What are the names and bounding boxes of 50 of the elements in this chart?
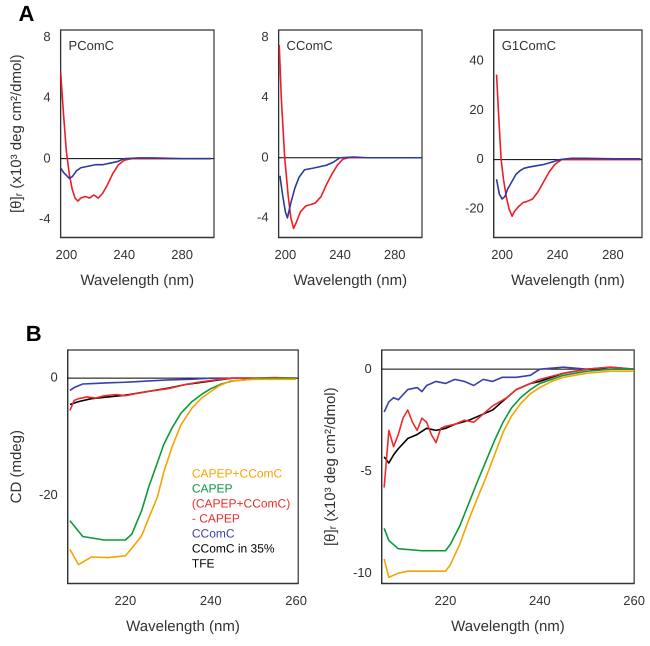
x-axis-title: Wavelength (nm)	[126, 618, 240, 636]
y-tick-label: -4	[256, 209, 269, 224]
x-tick-label: 260	[285, 592, 307, 608]
text: CComC	[192, 526, 235, 541]
x-tick-label: 220	[434, 592, 456, 608]
text: B	[26, 321, 42, 346]
x-tick-label: 280	[384, 246, 406, 262]
y-tick-label: -20	[464, 200, 484, 216]
y-tick-label: 4	[43, 90, 51, 105]
text: CComC	[286, 38, 333, 54]
y-tick-label: 0	[43, 150, 51, 166]
x-axis-title: Wavelength (nm)	[511, 272, 625, 290]
text: (CAPEP+CComC) - CAPEP	[192, 496, 290, 526]
y-tick-label: 0	[364, 360, 372, 376]
x-axis-title: Wavelength (nm)	[451, 618, 565, 636]
x-tick-label: 240	[113, 246, 136, 262]
x-tick-label: 280	[171, 246, 194, 262]
text: CComC in 35% TFE	[192, 542, 275, 571]
y-tick-label: 4	[261, 89, 269, 104]
text: PComC	[68, 38, 114, 54]
text: CAPEP+CComC	[192, 466, 283, 481]
y-axis-title: CD (mdeg)	[8, 430, 26, 504]
y-tick-label: 0	[476, 151, 484, 166]
x-tick-label: 200	[56, 246, 78, 262]
x-tick-label: 240	[546, 246, 568, 262]
x-tick-label: 260	[623, 592, 646, 608]
y-tick-label: 0	[50, 370, 58, 385]
x-tick-label: 220	[114, 592, 136, 608]
y-tick-label: 40	[469, 52, 484, 68]
x-axis-title: Wavelength (nm)	[293, 272, 408, 290]
x-tick-label: 200	[491, 246, 513, 262]
y-axis-title: [θ]ᵣ (x10³ deg cm²/dmol)	[322, 387, 340, 546]
y-tick-label: -4	[38, 210, 51, 226]
y-tick-label: -20	[38, 487, 58, 502]
x-axis-title: Wavelength (nm)	[80, 272, 194, 290]
x-tick-label: 240	[528, 592, 551, 608]
y-tick-label: 20	[469, 102, 484, 117]
text: A	[18, 1, 35, 26]
y-tick-label: 0	[261, 149, 269, 164]
x-tick-label: 200	[274, 246, 296, 262]
y-tick-label: -5	[360, 462, 372, 478]
y-axis-title: [θ]ᵣ (x10³ deg cm²/dmol)	[8, 54, 26, 214]
text: CAPEP	[192, 482, 233, 496]
x-tick-label: 240	[200, 592, 222, 608]
x-tick-label: 240	[329, 246, 351, 262]
x-tick-label: 280	[602, 246, 624, 262]
y-tick-label: 8	[261, 29, 269, 44]
text: G1ComC	[502, 38, 556, 54]
y-tick-label: -10	[352, 564, 372, 580]
y-tick-label: 8	[43, 29, 51, 44]
